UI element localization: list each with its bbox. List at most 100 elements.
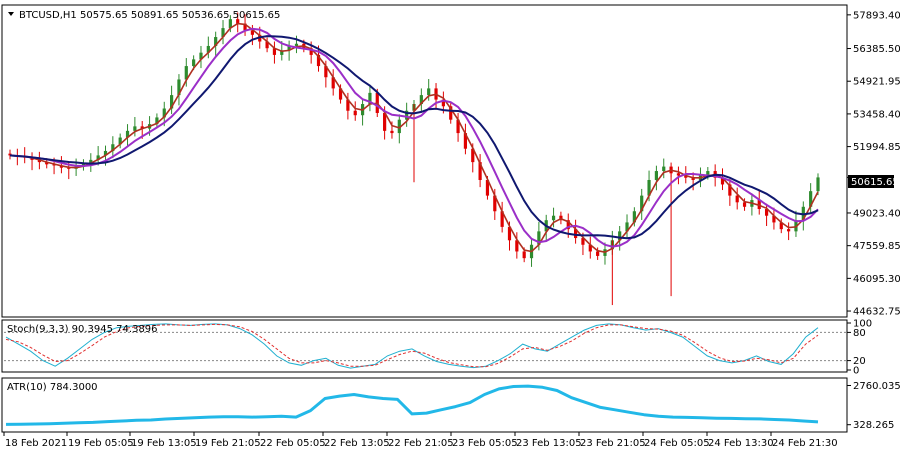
candle-body — [735, 195, 739, 203]
candle-body — [111, 144, 115, 151]
candle-body — [8, 153, 12, 156]
dropdown-triangle-icon[interactable] — [8, 12, 14, 16]
candle-body — [316, 54, 321, 67]
price-tick-label: 44632.75 — [853, 307, 900, 318]
time-tick-label: 22 Feb 13:05 — [324, 438, 390, 449]
candle-body — [742, 202, 747, 207]
current-price-label: 50615.65 — [851, 177, 899, 188]
candle-body — [133, 126, 137, 131]
candle-body — [574, 229, 578, 239]
candle-body — [309, 48, 313, 55]
candle-body — [728, 184, 732, 196]
candle-body — [272, 48, 277, 55]
candle-body — [214, 37, 218, 46]
candle-body — [236, 19, 240, 24]
candle-body — [118, 137, 122, 145]
candle-body — [471, 148, 475, 163]
candles — [8, 12, 820, 306]
price-tick-label: 49023.40 — [853, 208, 900, 219]
candle-body — [427, 88, 431, 96]
candle-body — [96, 155, 100, 160]
price-tick-label: 57893.40 — [853, 10, 900, 21]
price-tick-label: 56385.50 — [853, 44, 900, 55]
candle-body — [184, 66, 188, 80]
candle-body — [706, 171, 710, 176]
candle-body — [676, 173, 681, 176]
stoch-label: Stoch(9,3,3) 90.3945 74.3896 — [7, 324, 158, 335]
candle-body — [816, 177, 820, 192]
atr-line — [5, 384, 819, 426]
time-tick-label: 24 Feb 05:05 — [644, 438, 710, 449]
candle-body — [779, 222, 783, 230]
candle-body — [37, 159, 41, 163]
candle-body — [618, 231, 622, 241]
candle-body — [162, 108, 166, 118]
price-tick-label: 53458.40 — [853, 109, 900, 120]
moving-averages — [9, 22, 819, 254]
candle-body — [89, 159, 93, 164]
candle-body — [485, 179, 490, 196]
candle-body — [772, 215, 776, 223]
candle-body — [662, 166, 666, 172]
stoch-tick-label: 80 — [853, 328, 866, 339]
candle-body — [500, 211, 504, 227]
candle-body — [632, 211, 636, 223]
candle-body — [441, 99, 445, 107]
time-tick-label: 19 Feb 21:05 — [195, 438, 261, 449]
candle-body — [405, 110, 409, 120]
candle-body — [103, 150, 108, 156]
candle-body — [551, 215, 556, 221]
price-tick-label: 46095.30 — [853, 274, 900, 285]
symbol-line: BTCUSD,H1 50575.65 50891.65 50536.65 506… — [19, 10, 280, 21]
candle-body — [287, 45, 291, 51]
candle-body — [324, 66, 328, 78]
price-axis: 57893.40 56385.50 54921.95 53458.40 51994.85… — [847, 10, 900, 318]
candle-body — [81, 163, 86, 167]
candle-body — [390, 130, 394, 134]
main-pane-frame — [1, 4, 848, 318]
candle-body — [419, 95, 423, 105]
price-tick-label: 47559.85 — [853, 241, 900, 252]
candle-body — [625, 222, 629, 232]
price-tick-label: 54921.95 — [853, 77, 900, 88]
candle-body — [588, 244, 592, 252]
candle-body — [243, 23, 247, 31]
candle-body — [566, 220, 570, 230]
candle-body — [764, 209, 769, 216]
candle-body — [515, 240, 519, 252]
time-tick-label: 24 Feb 13:30 — [708, 438, 774, 449]
candle-body — [507, 226, 512, 241]
atr-label: ATR(10) 784.3000 — [7, 382, 98, 393]
candle-body — [809, 191, 813, 207]
moving-average-line — [9, 27, 819, 248]
stoch-tick-label: 100 — [853, 319, 872, 330]
candle-body — [140, 126, 144, 129]
current-price-tag — [848, 175, 894, 188]
stoch-tick-label: 0 — [853, 366, 859, 377]
candle-body — [581, 238, 585, 245]
candle-body — [493, 195, 497, 212]
candle-body — [228, 19, 232, 29]
candle-body — [397, 119, 401, 134]
time-tick-label: 23 Feb 13:05 — [516, 438, 582, 449]
candle-body — [720, 177, 725, 185]
candle-body — [206, 45, 210, 53]
candle-body — [294, 43, 299, 46]
candle-body — [338, 88, 343, 100]
candle-body — [368, 92, 372, 105]
candle-body — [449, 106, 453, 120]
atr-tick-label: 328.265 — [853, 420, 894, 431]
candle-body — [456, 119, 460, 134]
candle-body — [170, 95, 174, 109]
candle-body — [221, 28, 225, 38]
candle-body — [691, 177, 695, 180]
stoch-tick-label: 20 — [853, 356, 866, 367]
candle-body — [640, 195, 644, 212]
stoch-pane-frame — [1, 319, 848, 373]
candle-body — [177, 79, 181, 96]
candle-body — [522, 251, 526, 259]
